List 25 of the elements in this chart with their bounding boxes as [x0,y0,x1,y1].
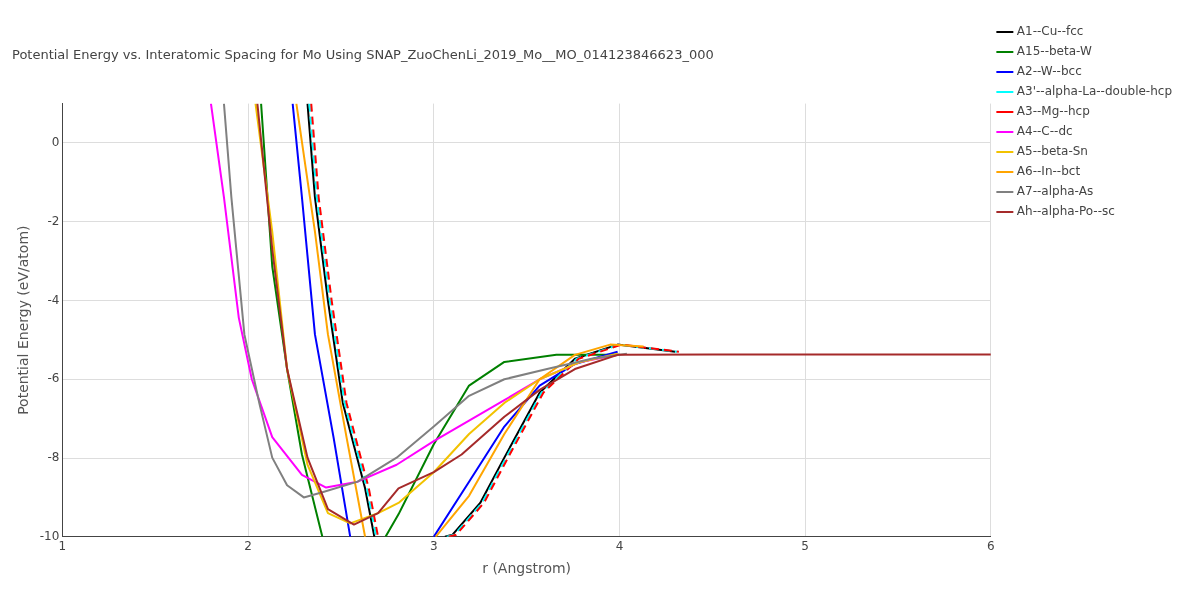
y-tick-label: -6 [47,371,60,386]
x-tick-label: 5 [801,539,809,554]
y-tick-label: -4 [47,292,60,307]
x-tick-label: 3 [429,539,438,554]
legend-label: A7--alpha-As [1016,184,1094,199]
y-tick-label: -10 [39,528,60,543]
y-tick-label: -2 [47,213,60,228]
legend-label: A1--Cu--fcc [1016,24,1084,39]
legend-label: A3--Mg--hcp [1016,104,1090,119]
legend-label: A4--C--dc [1016,124,1073,139]
y-axis-title: Potential Energy (eV/atom) [15,225,32,415]
x-axis-title: r (Angstrom) [482,560,572,577]
legend-label: A3'--alpha-La--double-hcp [1016,84,1173,99]
y-tick-label: 0 [51,135,60,150]
chart-title: Potential Energy vs. Interatomic Spacing for Mo Using SNAP_ZuoChenLi_2019_Mo__MO_014123846623_000 [12,47,714,63]
x-tick-label: 4 [615,539,624,554]
legend-label: A5--beta-Sn [1016,144,1088,159]
x-tick-label: 1 [58,539,67,554]
y-tick-label: -8 [47,450,60,465]
legend-label: A2--W--bcc [1016,64,1082,79]
x-tick-label: 6 [987,539,995,554]
x-tick-label: 2 [244,539,252,554]
legend-label: Ah--alpha-Po--sc [1016,204,1115,219]
legend-label: A6--In--bct [1016,164,1081,179]
legend-label: A15--beta-W [1016,44,1092,59]
